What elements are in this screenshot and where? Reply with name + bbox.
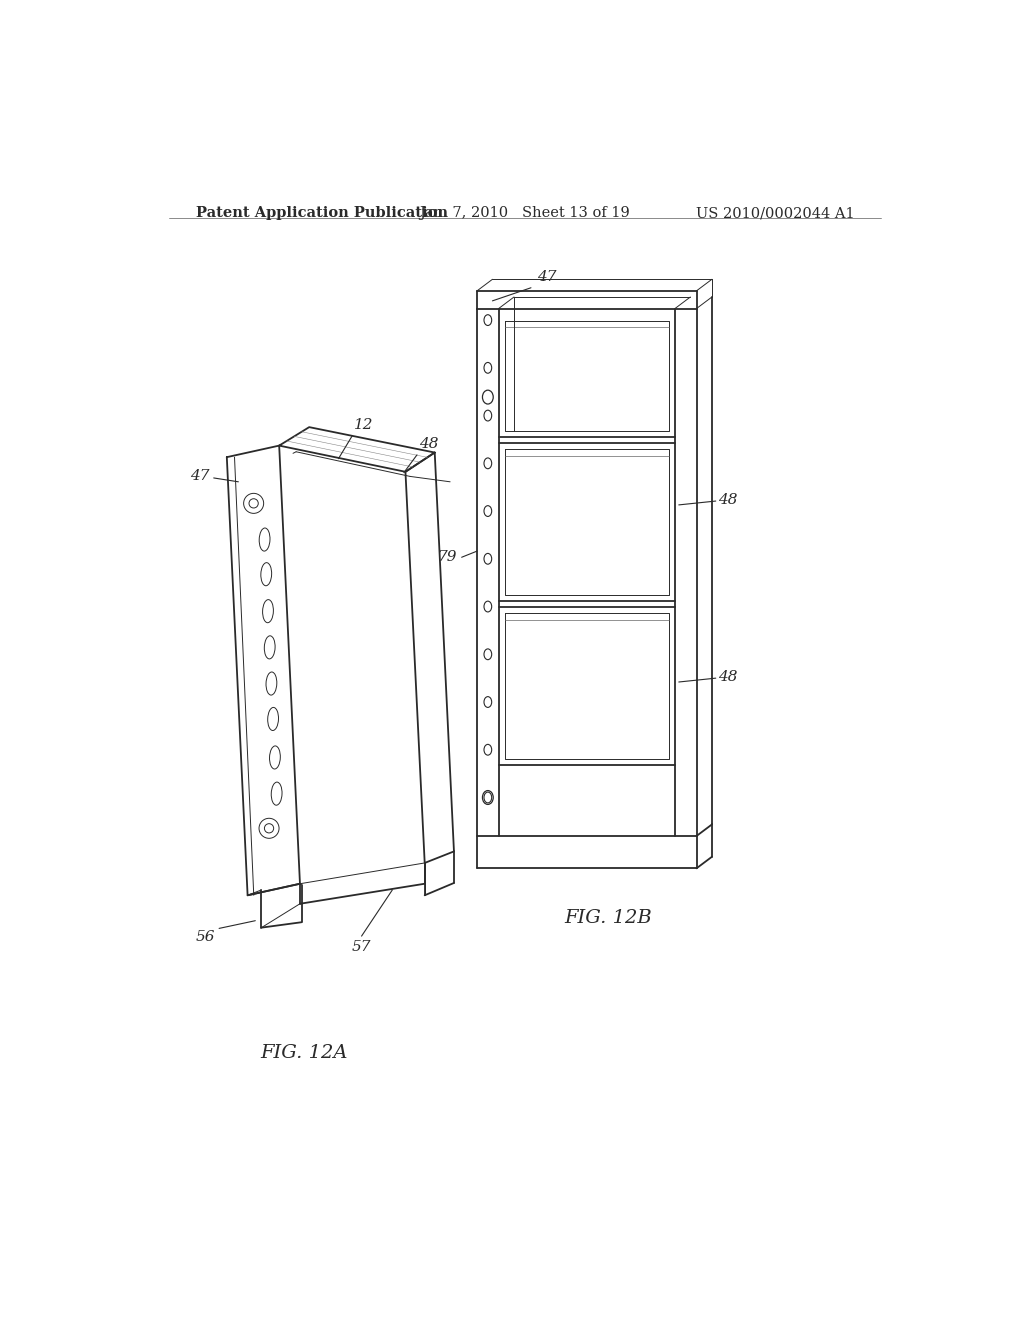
Text: 12: 12 bbox=[354, 417, 374, 432]
Text: 48: 48 bbox=[718, 492, 737, 507]
Text: FIG. 12A: FIG. 12A bbox=[260, 1044, 347, 1061]
Text: US 2010/0002044 A1: US 2010/0002044 A1 bbox=[695, 206, 854, 220]
Text: 57: 57 bbox=[352, 940, 372, 954]
Text: FIG. 12B: FIG. 12B bbox=[564, 909, 652, 927]
Text: 79: 79 bbox=[437, 550, 457, 564]
Text: Patent Application Publication: Patent Application Publication bbox=[196, 206, 449, 220]
Text: 48: 48 bbox=[718, 669, 737, 684]
Text: 47: 47 bbox=[189, 469, 209, 483]
Text: 48: 48 bbox=[419, 437, 439, 451]
Text: 47: 47 bbox=[538, 269, 557, 284]
Text: 56: 56 bbox=[196, 929, 215, 944]
Text: Jan. 7, 2010   Sheet 13 of 19: Jan. 7, 2010 Sheet 13 of 19 bbox=[420, 206, 630, 220]
